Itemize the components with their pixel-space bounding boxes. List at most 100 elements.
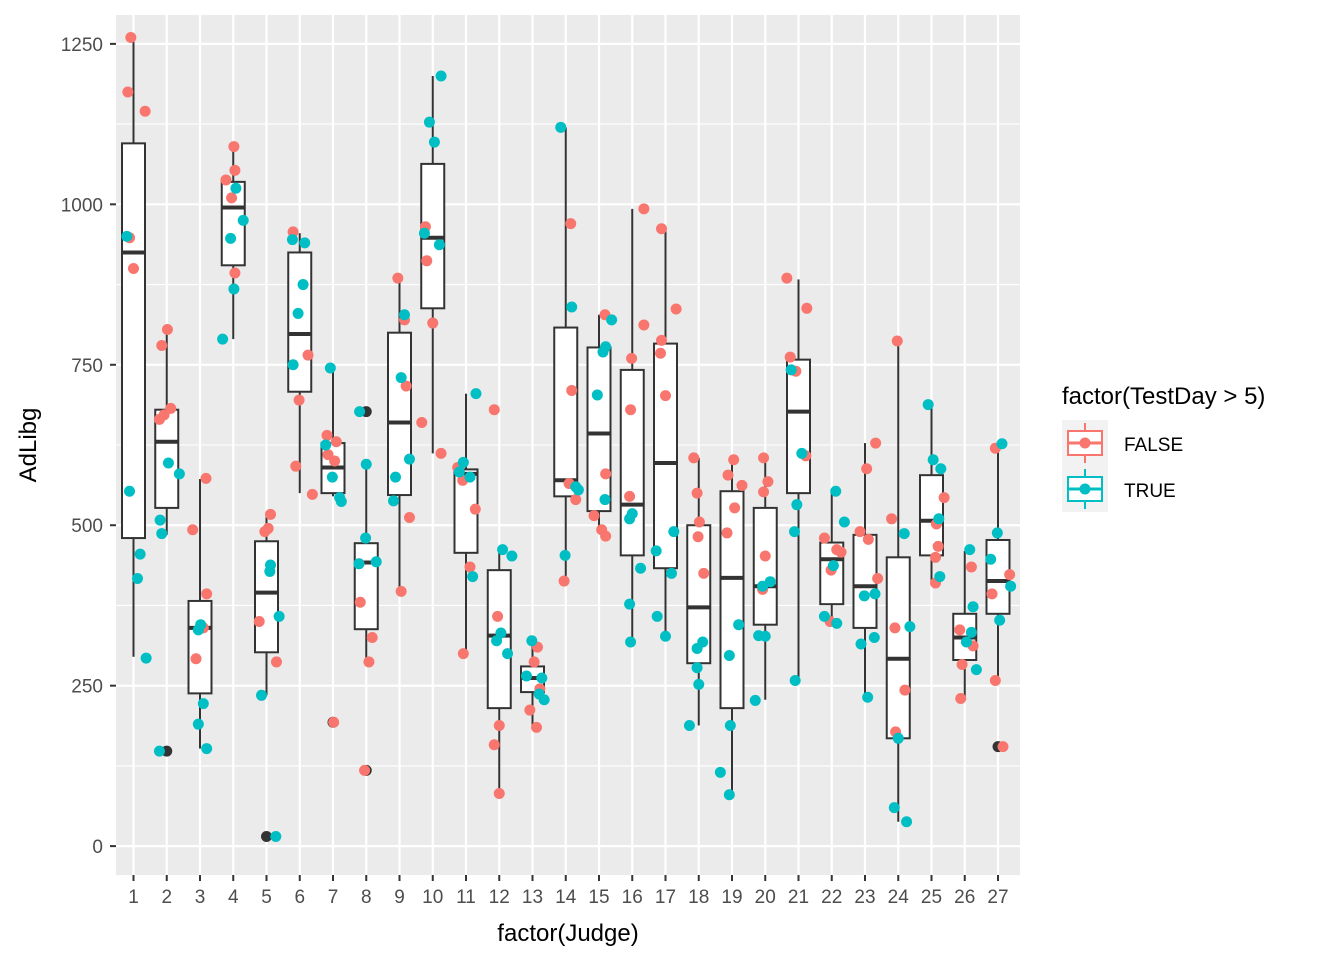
point-false xyxy=(736,479,748,491)
point-true xyxy=(591,389,603,401)
point-false xyxy=(139,105,151,117)
point-true xyxy=(156,528,168,540)
point-true xyxy=(789,675,801,687)
point-true xyxy=(898,528,910,540)
y-tick-label: 250 xyxy=(71,677,103,698)
x-tick-label: 21 xyxy=(788,887,809,908)
point-true xyxy=(354,406,366,418)
point-false xyxy=(956,658,968,670)
point-true xyxy=(173,468,185,480)
point-false xyxy=(200,472,212,484)
box-iqr xyxy=(752,506,778,626)
point-true xyxy=(970,664,982,676)
point-false xyxy=(997,741,1009,753)
point-true xyxy=(326,471,338,483)
point-false xyxy=(638,203,650,215)
x-tick-label: 23 xyxy=(854,887,875,908)
point-true xyxy=(453,466,465,478)
point-true xyxy=(192,624,204,636)
point-true xyxy=(733,619,745,631)
point-false xyxy=(488,404,500,416)
point-true xyxy=(395,372,407,384)
point-false xyxy=(190,653,202,665)
point-true xyxy=(691,662,703,674)
points-layer xyxy=(121,31,1017,842)
point-true xyxy=(862,691,874,703)
point-true xyxy=(388,495,400,507)
point-true xyxy=(217,333,229,345)
point-true xyxy=(353,558,365,570)
box-judge-18 xyxy=(686,457,712,726)
point-true xyxy=(991,527,1003,539)
point-false xyxy=(721,527,733,539)
point-true xyxy=(599,494,611,506)
point-true xyxy=(360,532,372,544)
legend: factor(TestDay > 5) FALSE TRUE xyxy=(1062,383,1265,512)
point-false xyxy=(818,532,830,544)
point-false xyxy=(670,303,682,315)
point-false xyxy=(229,267,241,279)
point-false xyxy=(965,561,977,573)
point-true xyxy=(370,556,382,568)
point-true xyxy=(818,610,830,622)
box-iqr xyxy=(619,368,645,557)
x-tick-label: 11 xyxy=(456,887,476,908)
point-false xyxy=(729,502,741,514)
point-true xyxy=(467,571,479,583)
point-true xyxy=(131,572,143,584)
point-false xyxy=(395,585,407,597)
point-false xyxy=(891,335,903,347)
legend-key-false xyxy=(1062,420,1108,466)
x-axis: 1 2 3 4 5 6 7 8 9 10 11 12 13 14 15 16 17 18 19 20 21 22 23 24 2… xyxy=(128,875,1009,908)
x-tick-label: 13 xyxy=(522,887,543,908)
box-judge-10 xyxy=(420,75,446,454)
point-false xyxy=(328,716,340,728)
point-false xyxy=(862,533,874,545)
y-axis: 0 250 500 750 1000 1250 xyxy=(61,35,116,858)
point-false xyxy=(570,494,582,506)
box-iqr xyxy=(287,251,313,393)
point-false xyxy=(691,487,703,499)
point-false xyxy=(156,340,168,352)
point-true xyxy=(651,610,663,622)
x-tick-label: 1 xyxy=(128,887,139,908)
x-tick-label: 9 xyxy=(394,887,405,908)
point-true xyxy=(264,565,276,577)
point-true xyxy=(785,364,797,376)
point-false xyxy=(854,526,866,538)
point-true xyxy=(457,456,469,468)
point-false xyxy=(624,490,636,502)
point-true xyxy=(606,314,618,326)
point-true xyxy=(197,698,209,710)
point-false xyxy=(722,469,734,481)
point-false xyxy=(932,540,944,552)
point-true xyxy=(153,745,165,757)
point-true xyxy=(888,802,900,814)
y-tick-label: 0 xyxy=(92,837,103,858)
point-false xyxy=(122,86,134,98)
point-true xyxy=(398,309,410,321)
point-false xyxy=(692,531,704,543)
point-true xyxy=(538,694,550,706)
point-true xyxy=(869,588,881,600)
x-tick-label: 25 xyxy=(921,887,942,908)
x-tick-label: 22 xyxy=(821,887,842,908)
point-false xyxy=(262,522,274,534)
point-true xyxy=(470,388,482,400)
point-false xyxy=(264,508,276,520)
point-false xyxy=(392,272,404,284)
legend-item-false: FALSE xyxy=(1062,420,1183,466)
point-false xyxy=(656,223,668,235)
point-true xyxy=(572,484,584,496)
box-iqr xyxy=(786,358,811,495)
point-false xyxy=(693,516,705,528)
legend-item-true: TRUE xyxy=(1062,466,1176,512)
point-true xyxy=(192,718,204,730)
point-false xyxy=(492,610,504,622)
x-tick-label: 6 xyxy=(294,887,305,908)
point-true xyxy=(933,513,945,525)
point-true xyxy=(121,230,133,242)
point-false xyxy=(469,503,481,515)
point-false xyxy=(363,656,375,668)
y-tick-label: 1250 xyxy=(61,35,103,56)
